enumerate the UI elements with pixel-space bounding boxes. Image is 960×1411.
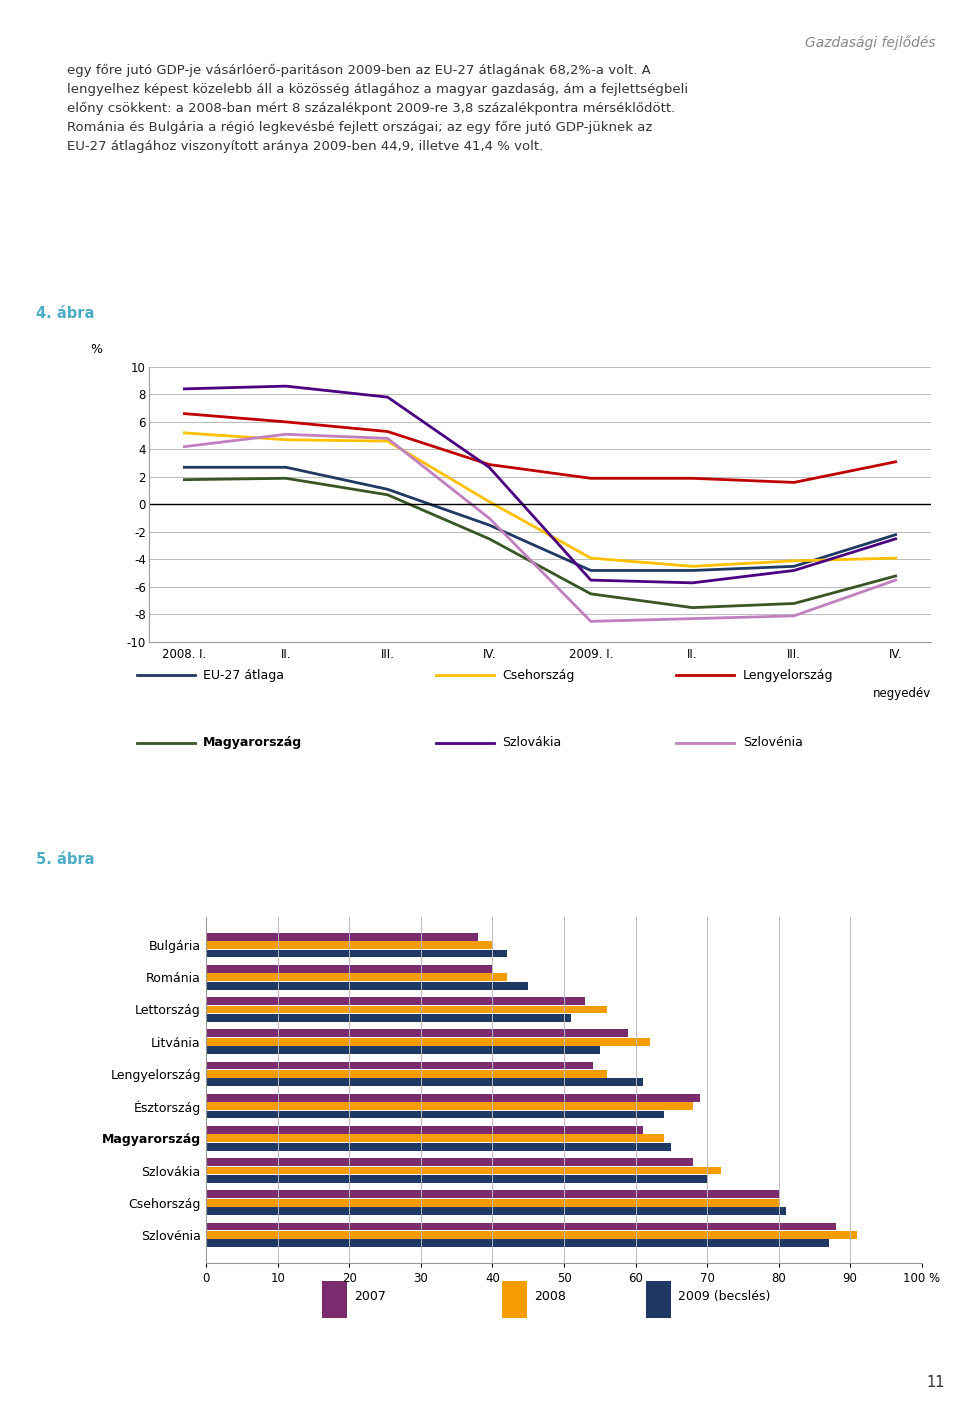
Bar [645,1281,671,1318]
Text: Magyarország: Magyarország [204,737,302,749]
Text: Szlovákia: Szlovákia [502,737,562,749]
Bar [206,1046,600,1054]
Bar [206,1061,592,1070]
Text: egy főre jutó GDP-je vásárlóerő-paritáson 2009-ben az EU-27 átlagának 68,2%-a vo: egy főre jutó GDP-je vásárlóerő-paritáso… [67,63,688,154]
Text: EU-27 átlaga: EU-27 átlaga [204,669,284,682]
Bar [206,1158,693,1165]
Bar [206,1126,642,1134]
Bar [206,1167,721,1174]
Bar [206,1015,571,1022]
Text: 11: 11 [926,1376,945,1390]
Text: Gazdasági fejlődés: Gazdasági fejlődés [805,35,936,49]
Bar [206,1110,664,1119]
Bar [501,1281,527,1318]
Text: negyedév: negyedév [873,687,931,700]
Bar [206,998,586,1005]
Text: 2008: 2008 [534,1290,565,1304]
Bar [206,933,478,941]
Text: 4. ábra: 4. ábra [36,306,94,320]
Bar [206,1102,693,1110]
Bar [206,1038,650,1046]
Text: Szlovénia: Szlovénia [743,737,803,749]
Bar [206,1070,607,1078]
Bar [206,950,507,957]
Bar [206,1078,642,1086]
Text: %: % [90,343,102,356]
Bar [206,1223,836,1230]
Bar [206,1030,629,1037]
Bar [322,1281,347,1318]
Bar [206,1199,779,1206]
Text: Csehország: Csehország [502,669,574,682]
Bar [206,1134,664,1141]
Bar [206,1239,828,1247]
Text: (az előző év azonos időszakához képest): (az előző év azonos időszakához képest) [141,334,411,349]
Bar [206,1006,607,1013]
Text: 5. ábra: 5. ábra [36,852,94,866]
Bar [206,1208,785,1215]
Text: Lengyelország: Lengyelország [743,669,833,682]
Bar [206,941,492,950]
Bar [206,1175,707,1182]
Bar [206,1094,700,1102]
Text: (EU-27 százalékában): (EU-27 százalékában) [141,882,284,895]
Text: A GDP volumenváltozása: A GDP volumenváltozása [141,288,354,302]
Bar [206,1191,779,1198]
Text: Az egy főre jutó GDP vásárlóerő-paritáson: Az egy főre jutó GDP vásárlóerő-paritáso… [141,832,503,849]
Bar [206,982,528,989]
Bar [206,974,507,981]
Bar [206,965,492,972]
Text: 2009 (becslés): 2009 (becslés) [678,1290,770,1304]
Bar [206,1143,671,1150]
Text: 2007: 2007 [354,1290,386,1304]
Bar [206,1230,857,1239]
